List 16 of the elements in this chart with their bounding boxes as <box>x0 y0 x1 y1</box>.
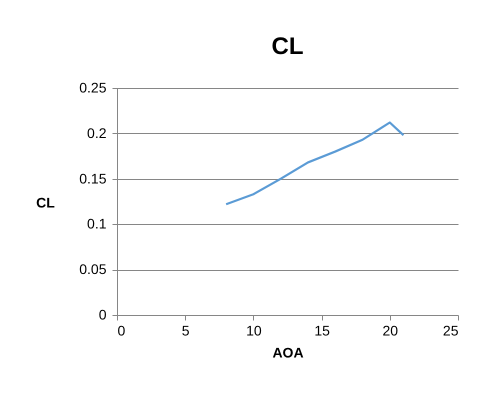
x-tick-label: 15 <box>314 322 330 338</box>
x-tick-label: 20 <box>382 322 398 338</box>
x-tick-label: 25 <box>442 322 459 338</box>
y-axis-title: CL <box>36 194 56 210</box>
x-tick-label: 5 <box>182 322 190 338</box>
chart-title: CL <box>272 33 304 60</box>
y-tick-label: 0.15 <box>79 170 107 186</box>
x-tick-label: 10 <box>246 322 262 338</box>
y-tick-label: 0.2 <box>87 124 107 141</box>
x-axis-title: AOA <box>272 344 304 360</box>
x-tick-label: 0 <box>118 322 126 338</box>
y-tick-label: 0 <box>98 306 107 322</box>
y-tick-label: 0.05 <box>79 261 107 278</box>
y-tick-label: 0.1 <box>87 216 107 232</box>
line-series <box>225 121 405 206</box>
y-tick-label: 0.25 <box>79 80 107 96</box>
